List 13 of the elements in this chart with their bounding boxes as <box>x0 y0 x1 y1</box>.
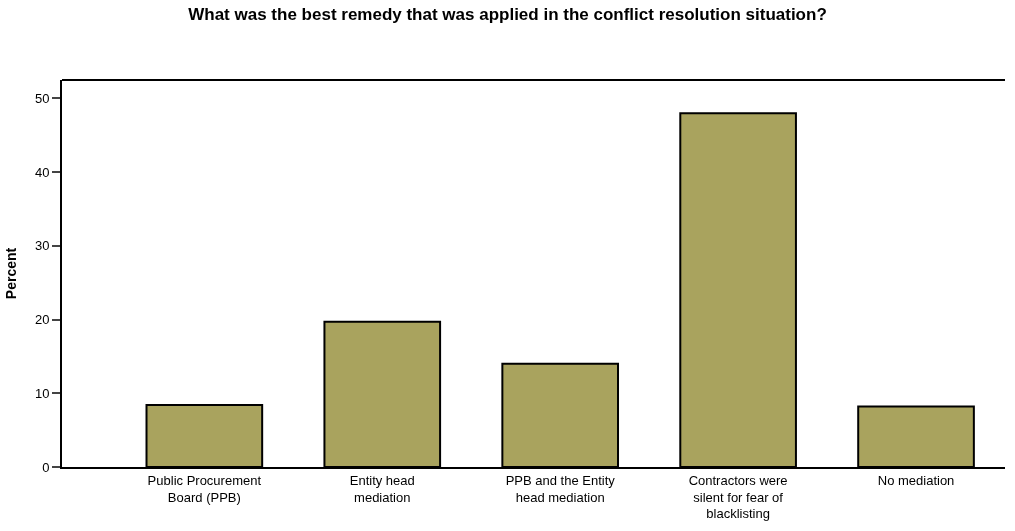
y-tick-label: 20 <box>34 312 50 328</box>
x-tick-label: No mediation <box>877 472 955 488</box>
y-tick-label: 30 <box>34 238 50 254</box>
x-tick-label: Contractors were silent for fear of blacklisting <box>688 472 788 522</box>
x-tick-label: Entity head mediation <box>349 472 415 505</box>
y-axis-title: Percent <box>3 247 20 300</box>
y-tick-label: 10 <box>34 385 50 401</box>
y-tick-label: 50 <box>34 90 50 106</box>
x-tick-label: PPB and the Entity head mediation <box>505 472 616 505</box>
y-tick-label: 40 <box>34 164 50 180</box>
chart-title: What was the best remedy that was applied in the conflict resolution situation? <box>188 4 827 24</box>
x-tick-label: Public Procurement Board (PPB) <box>147 472 262 505</box>
y-tick-label: 0 <box>42 459 50 475</box>
